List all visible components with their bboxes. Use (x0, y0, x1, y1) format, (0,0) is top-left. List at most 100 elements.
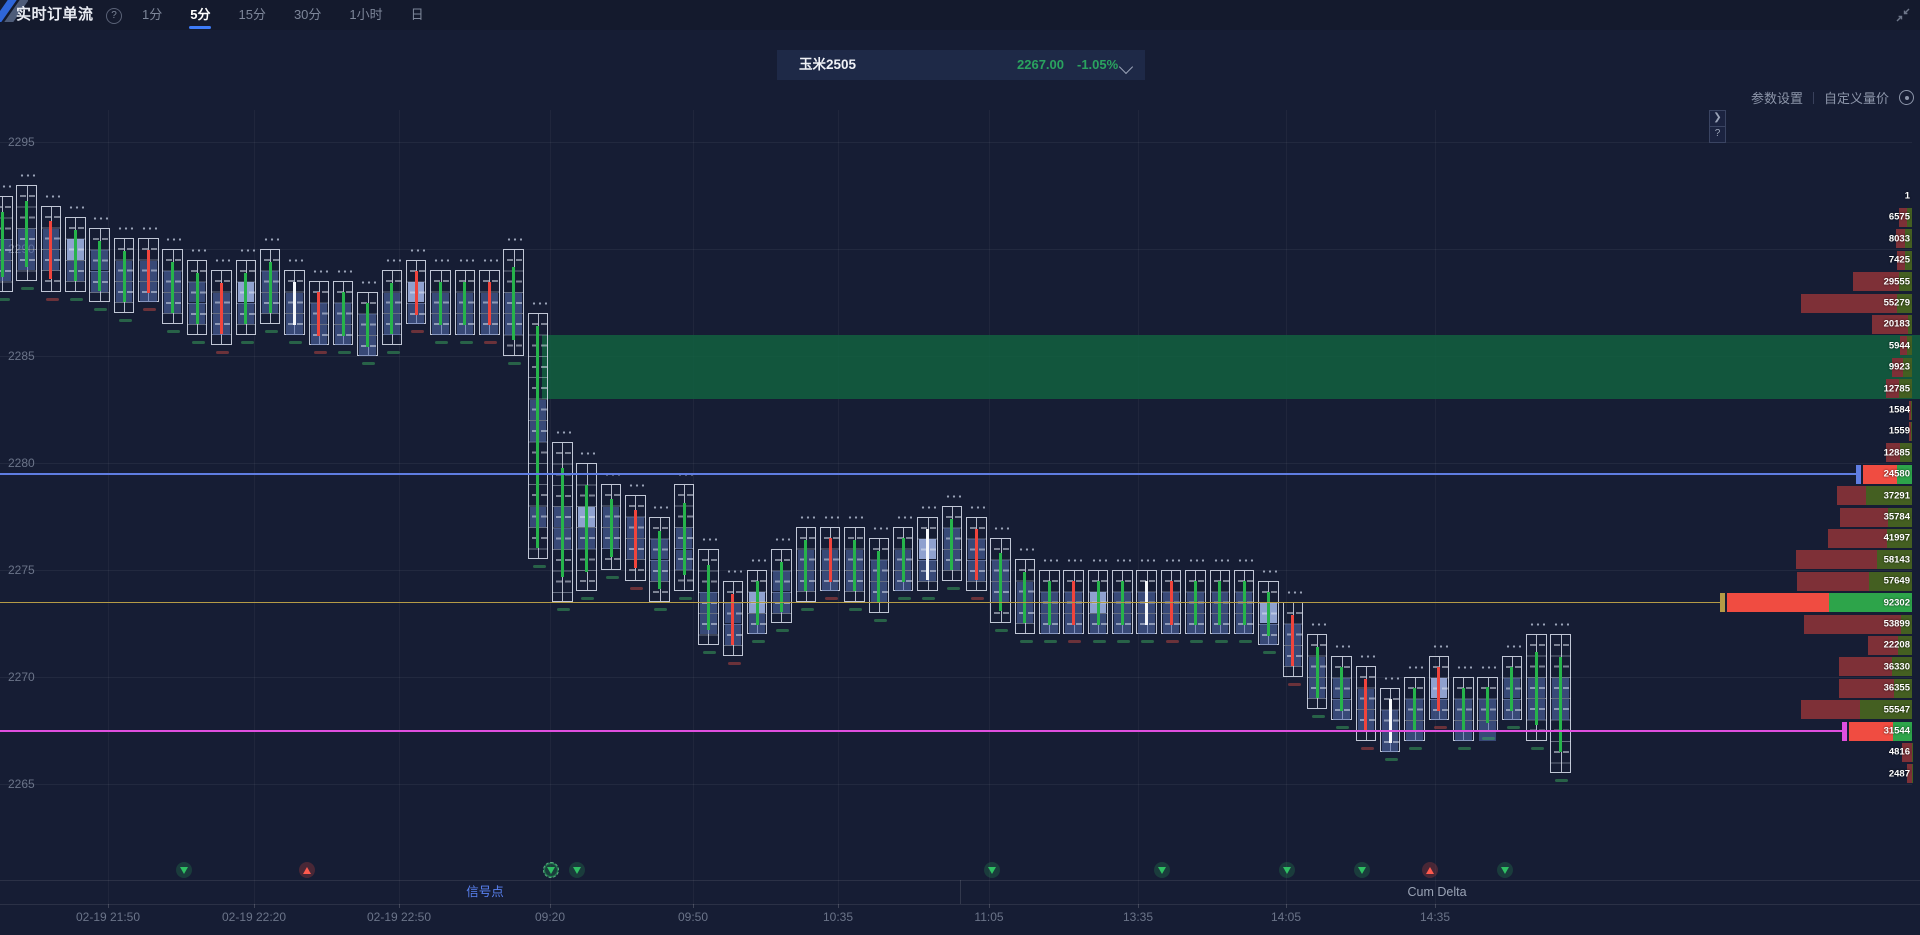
help-icon[interactable]: ? (106, 8, 122, 24)
signals-pane-title[interactable]: 信号点 (466, 885, 504, 899)
signal-marker-down[interactable] (1497, 862, 1513, 878)
bar-delta-total (1458, 747, 1471, 751)
time-tick-label: 02-19 22:50 (366, 910, 432, 924)
signal-marker-down[interactable] (1354, 862, 1370, 878)
cell-numbers (1359, 667, 1366, 741)
time-tick-mark (989, 904, 990, 908)
delta-candle-line (219, 283, 223, 335)
time-tick-label: 13:35 (1122, 910, 1154, 924)
profile-value: 7425 (1888, 254, 1910, 266)
cell-numbers (224, 271, 231, 345)
delta-candle-line (122, 251, 126, 303)
footprint-bar (1355, 655, 1377, 751)
footprint-bar (0, 184, 13, 301)
bar-delta-total (1092, 640, 1106, 644)
cell-numbers (775, 549, 782, 623)
bar-dots (311, 270, 328, 274)
profile-value: 55279 (1883, 297, 1910, 309)
signal-marker-up[interactable] (1422, 862, 1438, 878)
bar-delta-total (289, 340, 303, 344)
bar-delta-total (459, 340, 473, 344)
tab-30分[interactable]: 30分 (293, 7, 322, 22)
bar-dots (822, 516, 839, 520)
triangle-down-icon (1501, 866, 1509, 874)
tab-15分[interactable]: 15分 (238, 7, 266, 22)
bar-dots (1066, 559, 1083, 562)
cell-numbers (1344, 656, 1351, 719)
profile-bar-sell (1828, 528, 1887, 548)
bar-dots (1261, 569, 1278, 573)
cell-numbers (945, 506, 952, 580)
profile-value: 9923 (1888, 361, 1910, 373)
cumdelta-pane-title[interactable]: Cum Delta (1407, 885, 1467, 899)
triangle-down-icon (1358, 866, 1366, 874)
chart-toolbar: 参数设置 自定义量价 (1751, 88, 1914, 107)
signal-marker-down[interactable] (984, 862, 1000, 878)
bar-delta-total (1506, 725, 1520, 729)
profile-value: 57649 (1883, 575, 1910, 587)
bar-dots (1115, 559, 1132, 562)
profile-bar-buy (1906, 336, 1912, 356)
bar-delta-total (216, 351, 230, 355)
bar-dots (92, 216, 109, 220)
signal-marker-down[interactable] (176, 862, 192, 878)
chevron-down-icon[interactable] (1118, 59, 1134, 75)
cell-numbers (1295, 603, 1302, 676)
bar-delta-total (654, 608, 668, 612)
cell-numbers (1335, 656, 1342, 719)
magenta-level (0, 730, 1842, 732)
target-circle-icon[interactable] (1899, 90, 1914, 105)
bar-dots (141, 227, 158, 231)
signal-marker-down[interactable] (569, 862, 585, 878)
footprint-bar (917, 505, 938, 601)
cell-numbers (199, 260, 206, 334)
cell-numbers (78, 217, 85, 291)
profile-bar-sell (1908, 400, 1911, 420)
signal-marker-up[interactable] (299, 862, 315, 878)
time-tick-mark (1286, 904, 1287, 908)
bar-delta-total (873, 618, 887, 622)
tab-5分[interactable]: 5分 (189, 0, 212, 30)
cell-numbers (823, 528, 830, 591)
cell-numbers (1262, 581, 1269, 644)
cell-numbers (580, 464, 587, 591)
bar-dots (238, 248, 255, 252)
bar-delta-total (605, 575, 619, 579)
bar-delta-total (678, 597, 692, 601)
expand-panel-button[interactable]: ❯ (1709, 110, 1726, 127)
custom-volume-price-button[interactable]: 自定义量价 (1823, 91, 1889, 106)
signal-marker-down[interactable] (543, 862, 559, 878)
tab-日[interactable]: 日 (410, 7, 424, 22)
profile-bar-sell (1804, 614, 1902, 634)
bar-delta-total (727, 661, 741, 665)
collapse-icon[interactable] (1894, 6, 1912, 24)
footprint-bar (1453, 666, 1474, 751)
cell-numbers (1286, 603, 1293, 676)
cell-numbers (726, 581, 733, 655)
footprint-bar (405, 248, 427, 333)
bar-dots (555, 430, 572, 434)
bar-delta-total (1214, 640, 1228, 644)
delta-candle-line (1315, 647, 1319, 699)
tab-1分[interactable]: 1分 (142, 7, 163, 22)
delta-candle-line (950, 518, 954, 570)
bar-delta-total (581, 597, 595, 601)
bar-dots (1090, 559, 1107, 562)
footprint-bar (479, 259, 500, 344)
signal-marker-down[interactable] (1154, 862, 1170, 878)
magenta-level-cap (1841, 721, 1847, 741)
bar-dots (944, 494, 961, 498)
profile-value: 29555 (1883, 276, 1910, 288)
signal-marker-down[interactable] (1279, 862, 1295, 878)
tab-1小时[interactable]: 1小时 (349, 7, 383, 22)
bar-delta-total (1044, 640, 1058, 644)
time-tick-label: 02-19 21:50 (75, 910, 141, 924)
footprint-bar (722, 569, 743, 665)
bar-delta-total (946, 586, 960, 590)
bar-delta-total (1531, 747, 1545, 751)
panel-help-button[interactable]: ? (1709, 126, 1726, 143)
delta-candle-line (1266, 591, 1270, 636)
settings-button[interactable]: 参数设置 (1750, 91, 1803, 106)
instrument-badge[interactable]: 玉米2505 2267.00 -1.05% (777, 50, 1145, 80)
bar-delta-total (386, 351, 400, 355)
